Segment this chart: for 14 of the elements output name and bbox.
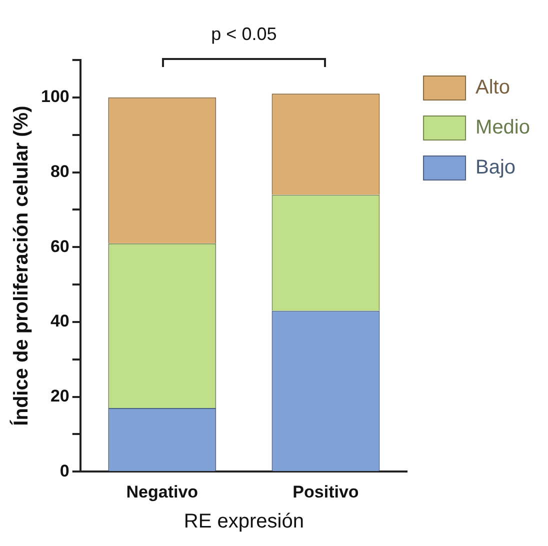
legend-label: Alto bbox=[476, 76, 510, 99]
legend-label: Medio bbox=[476, 116, 530, 139]
x-tick-label: Negativo bbox=[126, 482, 198, 502]
legend-label: Bajo bbox=[476, 156, 516, 179]
y-axis-title: Índice de proliferación celular (%) bbox=[10, 106, 33, 426]
y-tick-label: 40 bbox=[50, 312, 70, 331]
x-tick-label: Positivo bbox=[292, 482, 359, 502]
y-tick-label: 80 bbox=[50, 162, 70, 181]
x-axis-title: RE expresión bbox=[184, 510, 304, 533]
y-tick-label: 20 bbox=[50, 386, 70, 406]
y-tick-label: 0 bbox=[60, 461, 70, 480]
y-tick-label: 100 bbox=[40, 87, 70, 106]
y-tick-label: 60 bbox=[50, 236, 70, 256]
text: p < 0.05 bbox=[211, 24, 277, 44]
